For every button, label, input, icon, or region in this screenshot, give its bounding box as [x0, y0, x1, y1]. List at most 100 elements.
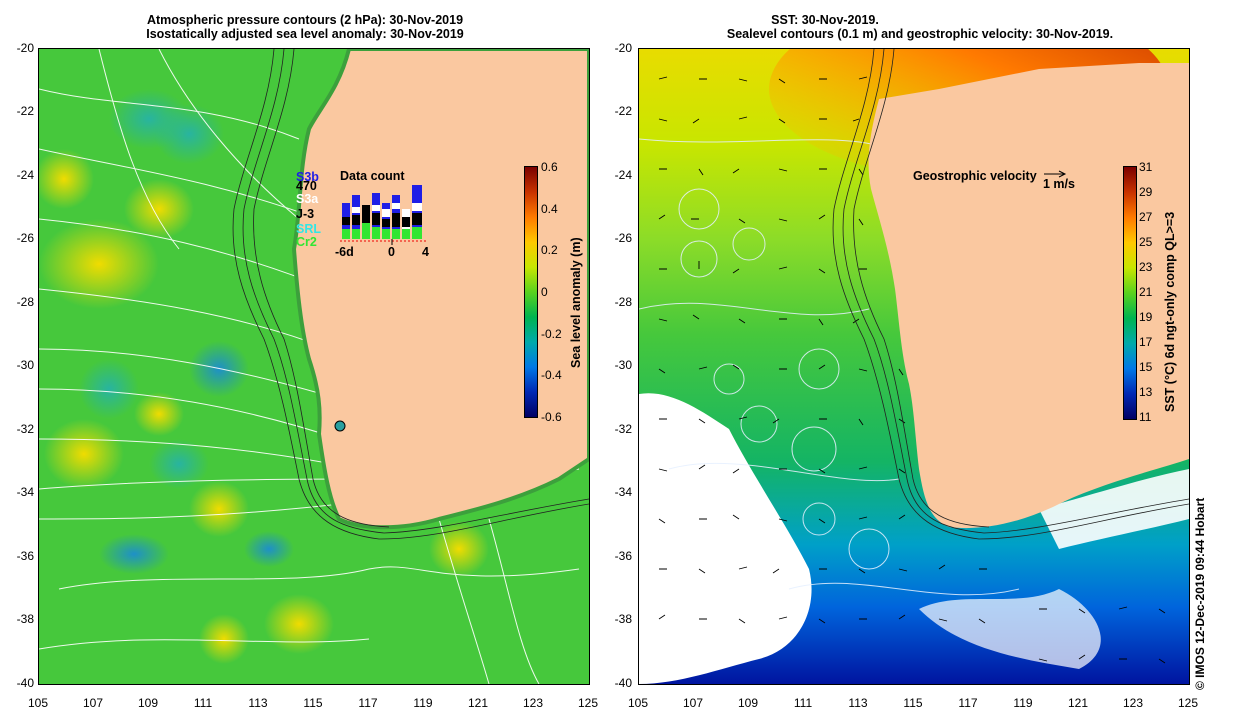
y-tick: -38: [16, 612, 34, 626]
sla-colorbar-label: Sea level anomaly (m): [569, 237, 583, 368]
y-tick: -22: [614, 104, 632, 118]
satellite-s3a: S3a: [296, 192, 319, 206]
left-title-line2: Isostatically adjusted sea level anomaly…: [146, 27, 464, 41]
colorbar-tick: 0.2: [541, 243, 558, 257]
satellite-s3b: S3b: [296, 170, 319, 184]
colorbar-tick: 25: [1139, 235, 1153, 249]
y-tick: -36: [614, 549, 632, 563]
colorbar-tick: 23: [1139, 260, 1153, 274]
velocity-arrow-icon: [1043, 166, 1067, 184]
y-tick: -20: [16, 41, 34, 55]
sst-map-svg: [639, 49, 1189, 684]
satellite-legend: S3b 470 S3a J-3 SRL Cr2: [296, 170, 321, 250]
data-count-histogram: [340, 185, 426, 245]
histogram-x-tick: 4: [422, 245, 429, 259]
x-tick: 123: [1122, 696, 1144, 710]
y-tick: -36: [16, 549, 34, 563]
x-tick: 111: [793, 696, 813, 710]
anomaly-blobs: [39, 89, 489, 664]
x-tick: 107: [82, 696, 104, 710]
satellite-srl: SRL: [296, 222, 321, 236]
cloud-mask-south: [919, 589, 1101, 669]
y-tick: -40: [614, 676, 632, 690]
satellite-j3: J-3: [296, 207, 315, 221]
land-australia-sst: [868, 63, 1189, 529]
velocity-scale-label: 1 m/s: [1043, 177, 1075, 191]
histogram-x-tick: 0: [388, 245, 395, 259]
y-tick: -28: [614, 295, 632, 309]
x-tick: 121: [467, 696, 489, 710]
sea-level-contours: [639, 138, 1020, 596]
x-tick: 109: [137, 696, 159, 710]
colorbar-tick: 13: [1139, 385, 1153, 399]
left-title-line1: Atmospheric pressure contours (2 hPa): 3…: [146, 13, 464, 27]
x-tick: 109: [737, 696, 759, 710]
colorbar-tick: 11: [1139, 410, 1152, 424]
geostrophic-velocity-legend: Geostrophic velocity: [913, 169, 1037, 183]
sla-map-svg: [39, 49, 589, 684]
right-title-line1: SST: 30-Nov-2019.: [771, 13, 879, 27]
colorbar-tick: 21: [1139, 285, 1153, 299]
x-tick: 113: [848, 696, 868, 710]
colorbar-tick: 0.6: [541, 160, 558, 174]
colorbar-tick: 17: [1139, 335, 1153, 349]
land-australia: [291, 49, 589, 530]
y-tick: -40: [16, 676, 34, 690]
x-tick: 121: [1067, 696, 1089, 710]
colorbar-tick: 29: [1139, 185, 1153, 199]
x-tick: 113: [248, 696, 268, 710]
y-tick: -24: [16, 168, 34, 182]
x-tick: 119: [1013, 696, 1033, 710]
pressure-contours: [39, 49, 580, 684]
y-tick: -24: [614, 168, 632, 182]
colorbar-tick: -0.6: [541, 410, 562, 424]
histogram-x-tick: -6d: [335, 245, 354, 259]
y-tick: -26: [614, 231, 632, 245]
colorbar-tick: 31: [1139, 160, 1153, 174]
y-tick: -34: [16, 485, 34, 499]
colorbar-tick: 15: [1139, 360, 1153, 374]
x-tick: 125: [577, 696, 599, 710]
y-tick: -30: [16, 358, 34, 372]
y-tick: -34: [614, 485, 632, 499]
y-tick: -22: [16, 104, 34, 118]
colorbar-tick: 0: [541, 285, 548, 299]
right-title-line2: Sealevel contours (0.1 m) and geostrophi…: [726, 27, 1114, 41]
imos-credit: © IMOS 12-Dec-2019 09:44 Hobart: [1193, 497, 1207, 690]
x-tick: 125: [1177, 696, 1199, 710]
x-tick: 105: [27, 696, 49, 710]
x-tick: 115: [903, 696, 923, 710]
cloud-mask-southeast: [1039, 469, 1189, 549]
y-tick: -32: [614, 422, 632, 436]
colorbar-tick: -0.2: [541, 327, 562, 341]
satellite-cr2: Cr2: [296, 235, 317, 249]
sst-colorbar: [1123, 166, 1137, 420]
sea-level-anomaly-map[interactable]: [38, 48, 590, 685]
colorbar-tick: 0.4: [541, 202, 558, 216]
x-tick: 105: [627, 696, 649, 710]
geostrophic-velocity-arrows: [658, 76, 1166, 664]
colorbar-tick: -0.4: [541, 368, 562, 382]
y-tick: -38: [614, 612, 632, 626]
data-count-title: Data count: [340, 169, 405, 183]
sst-map[interactable]: [638, 48, 1190, 685]
x-tick: 107: [682, 696, 704, 710]
x-tick: 115: [303, 696, 323, 710]
x-tick: 117: [958, 696, 978, 710]
colorbar-tick: 27: [1139, 210, 1153, 224]
y-tick: -30: [614, 358, 632, 372]
satellite-470: 470: [296, 179, 317, 193]
sst-colorbar-label: SST (°C) 6d ngt-only comp QL>=3: [1163, 211, 1177, 412]
y-tick: -32: [16, 422, 34, 436]
x-tick: 117: [358, 696, 378, 710]
colorbar-tick: 19: [1139, 310, 1153, 324]
histogram-bars: [342, 185, 422, 239]
tide-gauge-marker[interactable]: [334, 420, 346, 432]
y-tick: -28: [16, 295, 34, 309]
x-tick: 119: [413, 696, 433, 710]
x-tick: 123: [522, 696, 544, 710]
bathymetry-contours: [232, 49, 589, 540]
y-tick: -26: [16, 231, 34, 245]
bathymetry-contours-sst: [832, 49, 1189, 540]
y-tick: -20: [614, 41, 632, 55]
